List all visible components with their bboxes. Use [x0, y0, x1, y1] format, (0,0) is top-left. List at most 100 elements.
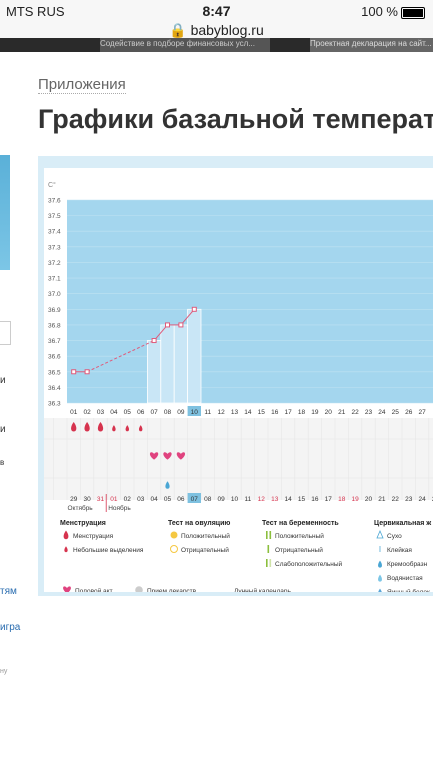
legend-item-label: Прием лекарств [147, 588, 197, 592]
calendar-date-label: 11 [245, 496, 252, 503]
intercourse-legend-icon [63, 586, 71, 592]
cycle-day-label: 26 [405, 409, 413, 416]
cycle-day-label: 22 [351, 409, 359, 416]
pregnancy-weak-icon [269, 559, 272, 567]
y-tick-label: 36.3 [48, 401, 61, 408]
light-flow-drop-icon [138, 425, 143, 432]
battery-icon [401, 6, 425, 19]
axis-label: C° [48, 181, 56, 189]
moon-legend-icon [221, 586, 224, 592]
cycle-day-label: 24 [378, 409, 386, 416]
banner-item[interactable]: Проектная декларация на сайт... [310, 38, 433, 52]
calendar-date-label: 09 [217, 496, 225, 503]
cycle-day-label: 11 [204, 409, 211, 416]
calendar-date-label: 13 [271, 496, 279, 503]
intercourse-heart-icon [163, 452, 172, 460]
y-tick-label: 37.2 [48, 260, 61, 267]
menstruation-drop-icon [71, 422, 77, 432]
bbt-chart: C° 37.6 37.5 37.4 37.3 37.2 37.1 37.0 36.9 36.8 36… [38, 156, 433, 596]
legend-item-label: Водянистая [387, 575, 423, 582]
calendar-date-label: 14 [284, 496, 292, 503]
temp-line-segment [153, 324, 168, 341]
light-flow-drop-icon [112, 425, 116, 432]
sidebar-link[interactable]: тям [0, 586, 17, 597]
cervical-sticky-icon: I [379, 545, 381, 554]
calendar-date-label: 05 [164, 496, 172, 503]
calendar-date-label: 29 [70, 496, 78, 503]
legend-item-label: Менструация [73, 533, 114, 540]
temp-point [84, 369, 90, 375]
temp-point [151, 338, 157, 344]
legend-item-label: Небольшие выделения [73, 546, 144, 554]
cervical-watery-icon [378, 574, 382, 582]
month-label: Ноябрь [108, 504, 131, 512]
legend-item-label: Кремообразн [387, 560, 428, 568]
calendar-date-label: 03 [137, 496, 145, 503]
plot-area [67, 200, 433, 403]
sidebar-text[interactable]: и [0, 375, 6, 386]
sidebar-input[interactable] [0, 321, 11, 345]
cycle-day-label: 01 [70, 409, 78, 416]
cycle-day-label: 18 [298, 409, 306, 416]
legend-item-label: Отрицательный [275, 546, 323, 554]
cervical-creamy-icon [378, 560, 382, 568]
chart-panel: C° 37.6 37.5 37.4 37.3 37.2 37.1 37.0 36.9 36.8 36… [44, 168, 433, 592]
legend-item-label: Клейкая [387, 546, 412, 554]
cycle-day-label: 08 [164, 409, 172, 416]
y-tick-label: 37.0 [48, 291, 61, 298]
cycle-day-label: 12 [217, 409, 225, 416]
banner-item[interactable]: Содействие в подборе финансовых усл... [100, 38, 270, 52]
breadcrumb[interactable]: Приложения [38, 76, 126, 94]
calendar-date-label: 08 [204, 496, 212, 503]
calendar-date-label: 01 [110, 496, 118, 503]
sidebar-text[interactable]: и [0, 424, 6, 435]
y-tick-label: 37.4 [48, 229, 61, 236]
ad-banner[interactable]: Содействие в подборе финансовых усл... П… [0, 38, 433, 52]
calendar-date-label: 04 [150, 496, 158, 503]
cycle-day-label: 27 [418, 409, 426, 416]
temp-line-segment [180, 308, 195, 326]
cycle-day-label: 25 [392, 409, 400, 416]
light-flow-drop-icon [125, 425, 130, 432]
legend-title: Менструация [60, 520, 106, 527]
calendar-date-label: 22 [392, 496, 400, 503]
y-tick-label: 37.1 [48, 276, 61, 283]
calendar-date-label: 15 [298, 496, 306, 503]
temp-bar [147, 340, 162, 404]
cycle-day-label: 16 [271, 409, 279, 416]
cycle-day-label: 07 [150, 409, 158, 416]
intercourse-heart-icon [176, 452, 186, 460]
temp-point [165, 322, 170, 328]
cycle-day-label: 04 [110, 409, 118, 416]
cycle-day-label: 09 [177, 409, 185, 416]
sidebar-link[interactable]: игра [0, 622, 21, 633]
y-tick-label: 37.6 [48, 198, 61, 205]
calendar-date-label: 24 [418, 496, 426, 503]
legend-item-label: Половой акт [75, 587, 113, 592]
ovulation-negative-icon [170, 545, 178, 553]
temp-point [178, 322, 184, 328]
calendar-date-label: 06 [177, 496, 185, 503]
cycle-day-label: 14 [244, 409, 252, 416]
legend-item-label: Лунный календарь [234, 587, 291, 592]
calendar-date-label: 10 [231, 496, 239, 503]
cycle-day-label: 19 [311, 409, 319, 416]
sidebar-image[interactable] [0, 155, 10, 270]
chart-svg: C° 37.6 37.5 37.4 37.3 37.2 37.1 37.0 36.9 36.8 36… [44, 181, 433, 592]
cervical-watery-drop-icon [165, 481, 170, 489]
cycle-day-label: 06 [137, 409, 145, 416]
calendar-date-label: 31 [97, 496, 105, 503]
y-tick-label: 36.5 [48, 369, 61, 376]
calendar-date-label: 20 [365, 496, 373, 503]
cycle-day-label: 03 [97, 409, 105, 416]
legend-title: Цервикальная ж [374, 520, 432, 527]
legend-item-label: Отрицательный [181, 546, 229, 554]
y-tick-label: 36.6 [48, 354, 61, 361]
light-flow-legend-icon [64, 546, 68, 553]
y-tick-label: 37.5 [48, 213, 61, 220]
pregnancy-negative-icon [267, 545, 270, 553]
intercourse-heart-icon [149, 452, 159, 460]
pregnancy-positive-icon [266, 531, 268, 539]
y-tick-label: 36.8 [48, 322, 61, 329]
address-bar[interactable]: 🔒 babyblog.ru [0, 22, 433, 38]
